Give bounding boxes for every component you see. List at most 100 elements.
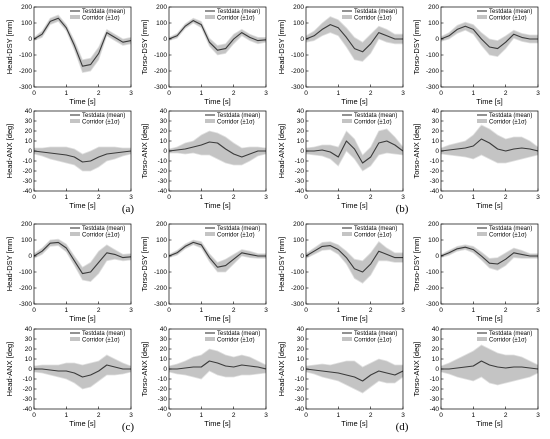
x-axis-label: Time [s] [476, 97, 502, 106]
corridor-edge-line [306, 128, 403, 156]
y-tick-label: -40 [23, 406, 33, 413]
y-tick-label: -30 [23, 396, 33, 403]
corridor-edge-line [306, 249, 403, 284]
y-tick-label: 0 [300, 253, 304, 260]
corridor-edge-line [169, 239, 266, 263]
y-tick-label: -30 [23, 178, 33, 185]
y-tick-label: 0 [300, 36, 304, 43]
panel-label: (c) [122, 421, 135, 433]
corridor-edge-line [441, 124, 538, 149]
x-tick-label: 0 [32, 307, 36, 314]
legend-mean-label: Testdata (mean) [354, 331, 397, 337]
x-tick-label: 0 [167, 194, 171, 201]
legend-corridor-label: Corridor (±1σ) [82, 233, 120, 239]
y-axis-label: Torso-ANX [deg] [140, 123, 149, 178]
subplot: 0 1 2 3 -300 -200 -100 0 100 200 Time [s] Head-DSY … [5, 4, 133, 106]
mean-line [306, 24, 403, 53]
y-tick-label: -40 [295, 406, 305, 413]
y-tick-label: 0 [163, 148, 167, 155]
panel-label: (a) [122, 203, 135, 215]
x-tick-label: 0 [439, 90, 443, 97]
subplot: 0 1 2 3 -300 -200 -100 0 100 200 Time [s] Torso-DSY… [412, 221, 540, 323]
x-tick-label: 3 [264, 194, 268, 201]
y-tick-label: -300 [19, 84, 32, 91]
y-tick-label: -200 [426, 285, 439, 292]
corridor-edge-line [34, 14, 131, 61]
x-axis-label: Time [s] [69, 419, 95, 428]
subplot: 0 1 2 3 -300 -200 -100 0 100 200 Time [s] Head-DSY … [277, 4, 405, 106]
x-tick-label: 3 [536, 90, 540, 97]
corridor-band [169, 240, 266, 272]
y-tick-label: -200 [291, 68, 304, 75]
y-tick-label: -300 [19, 301, 32, 308]
y-tick-label: -100 [154, 52, 167, 59]
x-tick-label: 0 [304, 412, 308, 419]
x-axis-label: Time [s] [476, 419, 502, 428]
y-tick-label: 0 [300, 366, 304, 373]
y-tick-label: -20 [295, 386, 305, 393]
plot-area [169, 130, 266, 166]
x-tick-label: 0 [304, 307, 308, 314]
y-axis-label: Torso-ANX [deg] [140, 341, 149, 396]
mean-line [306, 245, 403, 273]
x-tick-label: 0 [32, 194, 36, 201]
plot-area [34, 354, 131, 390]
y-tick-label: -40 [158, 406, 168, 413]
x-tick-label: 1 [337, 307, 341, 314]
y-tick-label: -10 [23, 158, 33, 165]
corridor-edge-line [441, 249, 538, 271]
y-tick-label: -10 [295, 158, 305, 165]
x-tick-label: 3 [129, 412, 133, 419]
y-tick-label: -200 [291, 285, 304, 292]
x-axis-label: Time [s] [204, 419, 230, 428]
mean-line [441, 246, 538, 265]
legend-corridor-swatch [70, 119, 80, 123]
x-axis-label: Time [s] [476, 201, 502, 210]
y-tick-label: -10 [430, 376, 440, 383]
y-tick-label: 20 [297, 128, 305, 135]
mean-line [441, 360, 538, 370]
x-tick-label: 2 [369, 412, 373, 419]
y-tick-label: 200 [428, 4, 439, 11]
x-tick-label: 1 [472, 90, 476, 97]
y-tick-label: 0 [300, 148, 304, 155]
plot-area [441, 344, 538, 386]
y-tick-label: 200 [21, 4, 32, 11]
y-tick-label: -40 [430, 406, 440, 413]
legend-mean-label: Testdata (mean) [217, 331, 260, 337]
corridor-band [34, 355, 131, 389]
subplot: 0 1 2 3 -300 -200 -100 0 100 200 Time [s] Torso-DSY… [412, 4, 540, 106]
x-tick-label: 1 [65, 412, 69, 419]
y-tick-label: 100 [293, 20, 304, 27]
panel-label: (b) [396, 203, 409, 215]
x-tick-label: 3 [264, 307, 268, 314]
x-tick-label: 2 [504, 90, 508, 97]
axes-frame [168, 223, 267, 305]
mean-line [169, 360, 266, 370]
y-tick-label: 0 [28, 148, 32, 155]
y-tick-label: -100 [426, 269, 439, 276]
y-tick-label: -100 [426, 52, 439, 59]
y-tick-label: 0 [28, 36, 32, 43]
legend-corridor-swatch [205, 232, 215, 236]
x-tick-label: 3 [536, 412, 540, 419]
x-tick-label: 2 [232, 307, 236, 314]
y-axis-label: Head-DSY [mm] [277, 20, 286, 74]
y-tick-label: 30 [432, 336, 440, 343]
y-axis-label: Head-ANX [deg] [5, 342, 14, 397]
corridor-band [34, 15, 131, 73]
y-tick-label: 0 [163, 366, 167, 373]
legend-corridor-label: Corridor (±1σ) [489, 120, 527, 126]
axes-frame [305, 223, 404, 305]
x-tick-label: 1 [472, 412, 476, 419]
x-tick-label: 3 [401, 307, 405, 314]
y-tick-label: 30 [160, 118, 168, 125]
corridor-edge-line [34, 238, 131, 268]
y-axis-label: Head-ANX [deg] [277, 342, 286, 397]
y-tick-label: 100 [21, 20, 32, 27]
y-tick-label: -200 [154, 68, 167, 75]
legend-corridor-label: Corridor (±1σ) [354, 16, 392, 22]
y-tick-label: -10 [430, 158, 440, 165]
corridor-edge-line [169, 152, 266, 166]
y-axis-label: Torso-DSY [mm] [140, 237, 149, 292]
